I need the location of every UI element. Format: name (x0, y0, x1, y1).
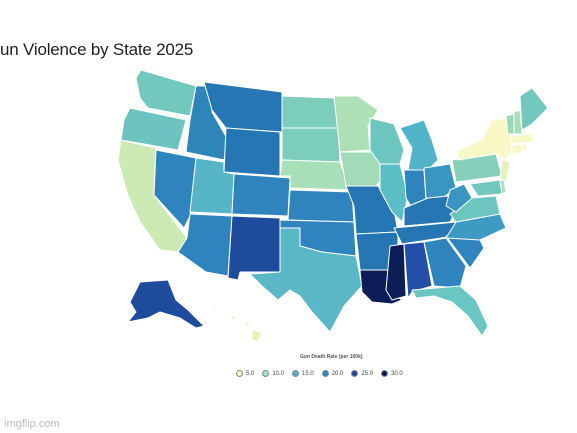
legend-label-15: 15.0 (302, 370, 314, 377)
state-new-york (457, 117, 513, 161)
state-new-hampshire (513, 109, 523, 135)
map-title: un Violence by State 2025 (0, 40, 194, 59)
legend-item-15: 15.0 (292, 370, 314, 377)
state-texas (249, 227, 363, 333)
state-ohio (423, 163, 457, 201)
state-wyoming (223, 127, 281, 177)
state-wisconsin (369, 117, 405, 165)
state-nevada (153, 149, 197, 229)
state-illinois (379, 163, 409, 223)
state-colorado (231, 173, 291, 217)
state-north-dakota (281, 95, 339, 129)
legend-label-5: 5.0 (246, 370, 255, 377)
legend-swatch-10 (262, 370, 270, 377)
imgflip-watermark: imgflip.com (4, 418, 60, 430)
state-georgia (423, 237, 467, 289)
legend-item-20: 20.0 (321, 370, 344, 377)
legend-item-5: 5.0 (236, 370, 254, 377)
legend-swatch-5 (236, 370, 243, 377)
state-oregon (120, 107, 187, 151)
state-new-mexico (227, 215, 281, 281)
state-west-virginia (445, 183, 473, 213)
legend-title: Gun Death Rate (per 100k) (300, 354, 363, 360)
state-florida (411, 285, 489, 337)
legend-label-25: 25.0 (361, 370, 374, 377)
state-alaska (127, 279, 205, 329)
state-washington (135, 69, 197, 117)
state-mississippi (385, 243, 407, 301)
state-new-jersey (499, 159, 511, 185)
legend-label-30: 30.0 (391, 370, 403, 377)
state-vermont (505, 113, 515, 135)
state-massachusetts (509, 133, 535, 145)
legend-swatch-25 (351, 370, 359, 377)
legend-item-30: 30.0 (381, 370, 403, 377)
legend-label-20: 20.0 (331, 370, 344, 377)
state-kansas (287, 189, 355, 223)
legend-item-25: 25.0 (351, 370, 373, 377)
legend-label-10: 10.0 (272, 370, 285, 377)
state-connecticut (511, 143, 523, 155)
legend-swatch-30 (381, 370, 389, 377)
state-nebraska (279, 159, 351, 191)
state-rhode-island (521, 143, 527, 152)
legend-swatch-20 (321, 370, 329, 377)
map-legend: 5.0 10.0 15.0 20.0 25.0 30.0 (236, 370, 403, 377)
legend-swatch-15 (292, 370, 300, 377)
state-maine (519, 87, 549, 131)
state-michigan (399, 119, 439, 173)
state-hawaii (211, 307, 263, 343)
legend-item-10: 10.0 (262, 370, 284, 377)
state-delaware (499, 179, 507, 195)
state-south-dakota (281, 127, 341, 163)
state-maryland (469, 179, 503, 197)
